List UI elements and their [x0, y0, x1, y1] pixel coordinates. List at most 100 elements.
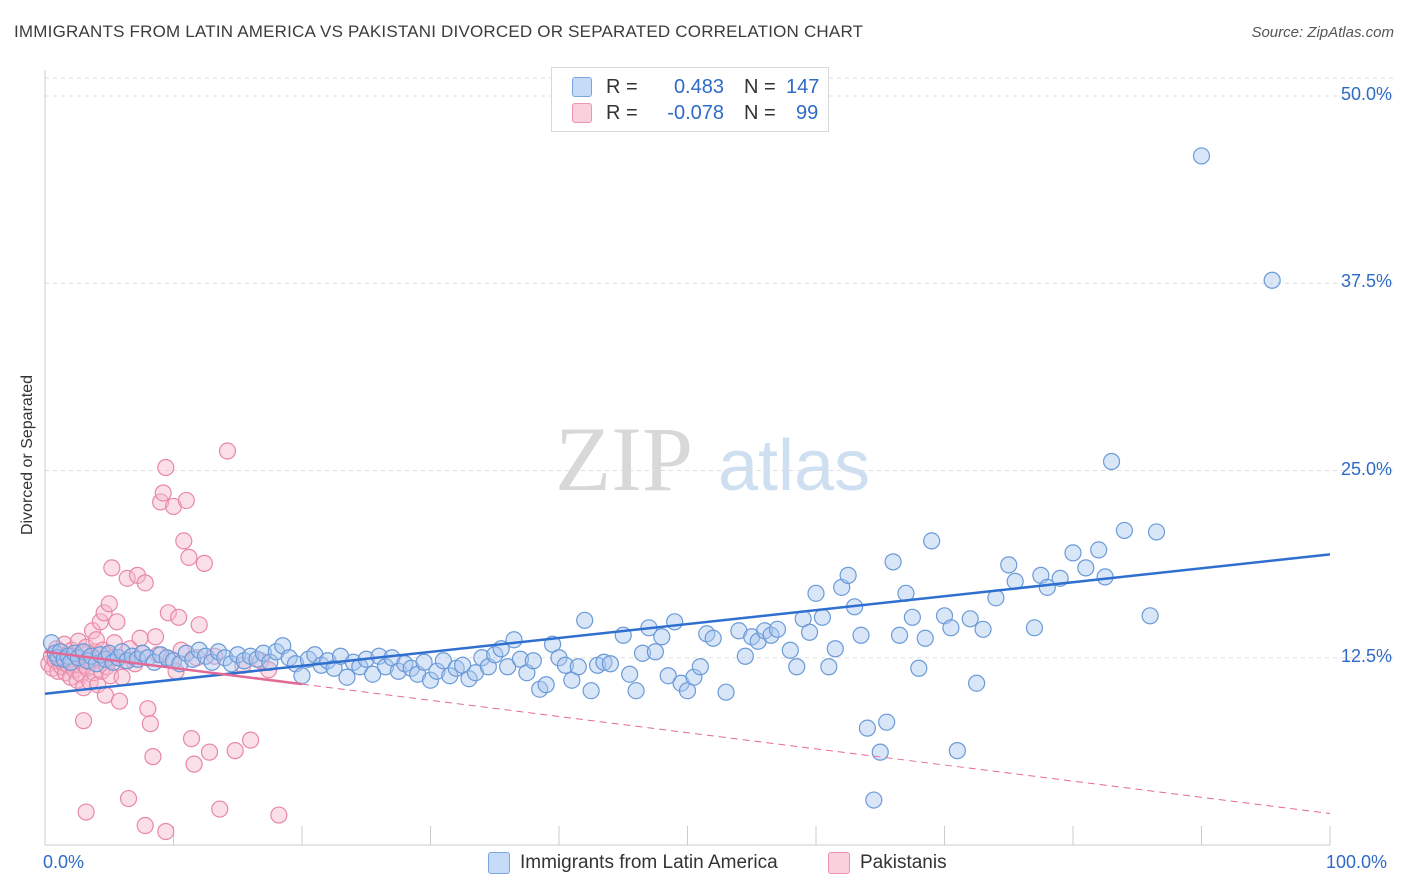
latin-america-point-125 [820, 658, 838, 676]
watermark-atlas: atlas [718, 426, 870, 506]
latin-america-point-98 [627, 682, 645, 700]
latin-america-point-143 [948, 742, 966, 760]
latin-america-point-133 [878, 713, 896, 731]
pakistanis-point-82 [190, 616, 208, 634]
latin-america-point-124 [813, 608, 832, 626]
pakistanis-points [40, 442, 288, 841]
x-tick-max: 100.0% [1326, 852, 1388, 872]
latin-america-point-146 [974, 620, 992, 638]
legend: R = 0.483 N = 147 R = -0.078 N = 99 [551, 67, 829, 132]
latin-america-point-35 [216, 649, 234, 667]
latin-america-point-150 [1025, 619, 1044, 637]
pakistanis-point-41 [95, 604, 113, 622]
pakistanis-point-52 [113, 668, 131, 686]
pakistanis-point-70 [159, 604, 177, 622]
pakistanis-point-90 [242, 731, 260, 749]
pakistanis-point-47 [103, 559, 121, 577]
latin-america-point-15 [100, 644, 118, 662]
latin-america-point-134 [884, 553, 902, 571]
pakistanis-point-80 [185, 755, 203, 773]
pakistanis-point-93 [270, 806, 288, 824]
latin-america-point-137 [903, 608, 921, 626]
pakistanis-point-97 [157, 822, 175, 841]
legend-n-label: N = [744, 101, 776, 124]
latin-america-point-36 [222, 655, 240, 673]
latin-america-point-152 [1038, 578, 1056, 596]
pakistanis-point-77 [177, 491, 195, 510]
legend-r-value: 0.483 [673, 75, 724, 98]
y-tick-label-3: 50.0% [1340, 84, 1392, 104]
latin-america-point-159 [1115, 521, 1134, 540]
latin-america-point-123 [807, 584, 825, 602]
latin-america-point-111 [717, 683, 735, 701]
pakistanis-point-84 [200, 743, 219, 761]
trend-line-pakistanis-dashed [301, 683, 1331, 815]
bottom-legend-swatch-pink [828, 852, 850, 874]
latin-america-point-120 [788, 658, 806, 676]
latin-america-point-107 [685, 668, 703, 686]
latin-america-point-66 [415, 653, 433, 671]
pakistanis-point-62 [139, 700, 157, 718]
latin-america-point-29 [177, 644, 195, 662]
legend-row-latin-america: R = 0.483 N = 147 [572, 75, 819, 99]
pakistanis-point-68 [154, 484, 172, 502]
pakistanis-point-79 [182, 730, 201, 748]
y-tick-label-2: 37.5% [1340, 271, 1392, 292]
latin-america-point-37 [229, 646, 247, 664]
legend-swatch-blue [572, 77, 592, 97]
legend-swatch-pink [572, 103, 592, 123]
latin-america-point-118 [768, 620, 787, 638]
pakistanis-point-59 [131, 629, 149, 647]
bottom-legend-latin-america: Immigrants from Latin America [488, 852, 778, 874]
latin-america-point-119 [781, 641, 799, 659]
latin-america-point-68 [428, 662, 446, 680]
pakistanis-point-69 [157, 458, 175, 477]
latin-america-point-90 [569, 658, 587, 676]
latin-america-point-156 [1090, 541, 1108, 559]
latin-america-point-128 [839, 566, 857, 584]
latin-america-point-131 [858, 719, 877, 737]
chart-title: IMMIGRANTS FROM LATIN AMERICA VS PAKISTA… [14, 22, 864, 41]
latin-america-point-41 [254, 644, 273, 662]
latin-america-point-73 [460, 670, 478, 688]
pakistanis-point-54 [118, 569, 136, 587]
latin-america-point-60 [376, 658, 395, 676]
latin-america-point-139 [916, 629, 934, 647]
latin-america-point-58 [364, 665, 382, 683]
pakistanis-point-95 [77, 803, 95, 821]
x-tick-min: 0.0% [43, 852, 85, 872]
latin-america-point-142 [942, 619, 960, 637]
latin-america-point-103 [659, 667, 677, 685]
latin-america-point-0 [42, 634, 61, 652]
latin-america-point-67 [421, 671, 440, 689]
trend-line-pakistanis-solid [44, 650, 303, 686]
latin-america-point-40 [248, 650, 266, 668]
latin-america-point-75 [473, 649, 491, 667]
trend-lines [44, 553, 1331, 815]
pakistanis-point-74 [170, 608, 188, 626]
latin-america-point-110 [704, 629, 722, 647]
latin-america-points [42, 147, 1281, 809]
latin-america-point-83 [524, 652, 542, 670]
latin-america-point-92 [582, 682, 600, 700]
axes [44, 70, 1331, 846]
pakistanis-point-65 [146, 628, 165, 646]
latin-america-point-31 [190, 641, 208, 659]
source-label: Source: ZipAtlas.com [1251, 24, 1394, 41]
latin-america-point-34 [209, 643, 228, 661]
latin-america-point-69 [434, 652, 452, 670]
latin-america-point-77 [486, 646, 504, 664]
pakistanis-point-50 [108, 613, 126, 631]
latin-america-point-102 [653, 628, 671, 646]
bottom-legend-label: Immigrants from Latin America [520, 852, 778, 873]
y-tick-label-1: 25.0% [1340, 458, 1392, 479]
latin-america-point-163 [1263, 271, 1281, 289]
latin-america-point-164 [865, 791, 883, 809]
latin-america-point-99 [633, 644, 652, 662]
latin-america-point-95 [601, 655, 620, 673]
pakistanis-point-76 [175, 532, 193, 550]
pakistanis-point-87 [218, 442, 237, 460]
latin-america-point-94 [595, 653, 613, 671]
bottom-legend-pakistanis: Pakistanis [828, 852, 947, 874]
latin-america-point-155 [1077, 559, 1095, 577]
